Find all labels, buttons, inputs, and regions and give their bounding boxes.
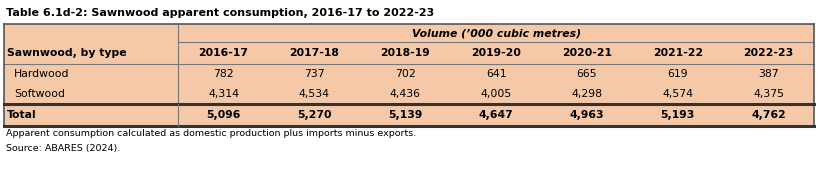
Text: 2017-18: 2017-18	[290, 48, 339, 58]
Text: 619: 619	[667, 69, 688, 79]
Bar	[4, 2, 814, 24]
Text: 2019-20: 2019-20	[471, 48, 521, 58]
Text: 702: 702	[395, 69, 416, 79]
Text: 4,647: 4,647	[479, 110, 514, 120]
Text: Apparent consumption calculated as domestic production plus imports minus export: Apparent consumption calculated as domes…	[6, 130, 416, 138]
Text: 4,436: 4,436	[389, 89, 420, 99]
Text: 5,193: 5,193	[661, 110, 695, 120]
Text: 4,314: 4,314	[208, 89, 239, 99]
Text: 2018-19: 2018-19	[380, 48, 430, 58]
Text: 4,963: 4,963	[569, 110, 605, 120]
Text: 782: 782	[213, 69, 234, 79]
Text: 2022-23: 2022-23	[744, 48, 793, 58]
Text: 2016-17: 2016-17	[199, 48, 249, 58]
Text: 5,270: 5,270	[297, 110, 331, 120]
Text: Total: Total	[7, 110, 37, 120]
Text: 665: 665	[577, 69, 597, 79]
Text: Sawnwood, by type: Sawnwood, by type	[7, 48, 127, 58]
Text: 5,139: 5,139	[388, 110, 422, 120]
Text: 2021-22: 2021-22	[653, 48, 703, 58]
Text: 4,762: 4,762	[751, 110, 786, 120]
Text: 4,005: 4,005	[480, 89, 512, 99]
Text: Softwood: Softwood	[14, 89, 65, 99]
Text: 641: 641	[486, 69, 506, 79]
Text: Volume (’000 cubic metres): Volume (’000 cubic metres)	[411, 28, 581, 38]
Bar	[4, 126, 814, 156]
Text: 4,574: 4,574	[663, 89, 693, 99]
Text: Source: ABARES (2024).: Source: ABARES (2024).	[6, 145, 120, 153]
Text: 5,096: 5,096	[206, 110, 240, 120]
Text: Hardwood: Hardwood	[14, 69, 70, 79]
Text: 4,375: 4,375	[753, 89, 784, 99]
Text: 737: 737	[304, 69, 325, 79]
Bar	[4, 24, 814, 126]
Text: 2020-21: 2020-21	[562, 48, 612, 58]
Text: 4,534: 4,534	[299, 89, 330, 99]
Text: Table 6.1d-2: Sawnwood apparent consumption, 2016-17 to 2022-23: Table 6.1d-2: Sawnwood apparent consumpt…	[6, 8, 434, 18]
Text: 4,298: 4,298	[572, 89, 602, 99]
Text: 387: 387	[758, 69, 779, 79]
